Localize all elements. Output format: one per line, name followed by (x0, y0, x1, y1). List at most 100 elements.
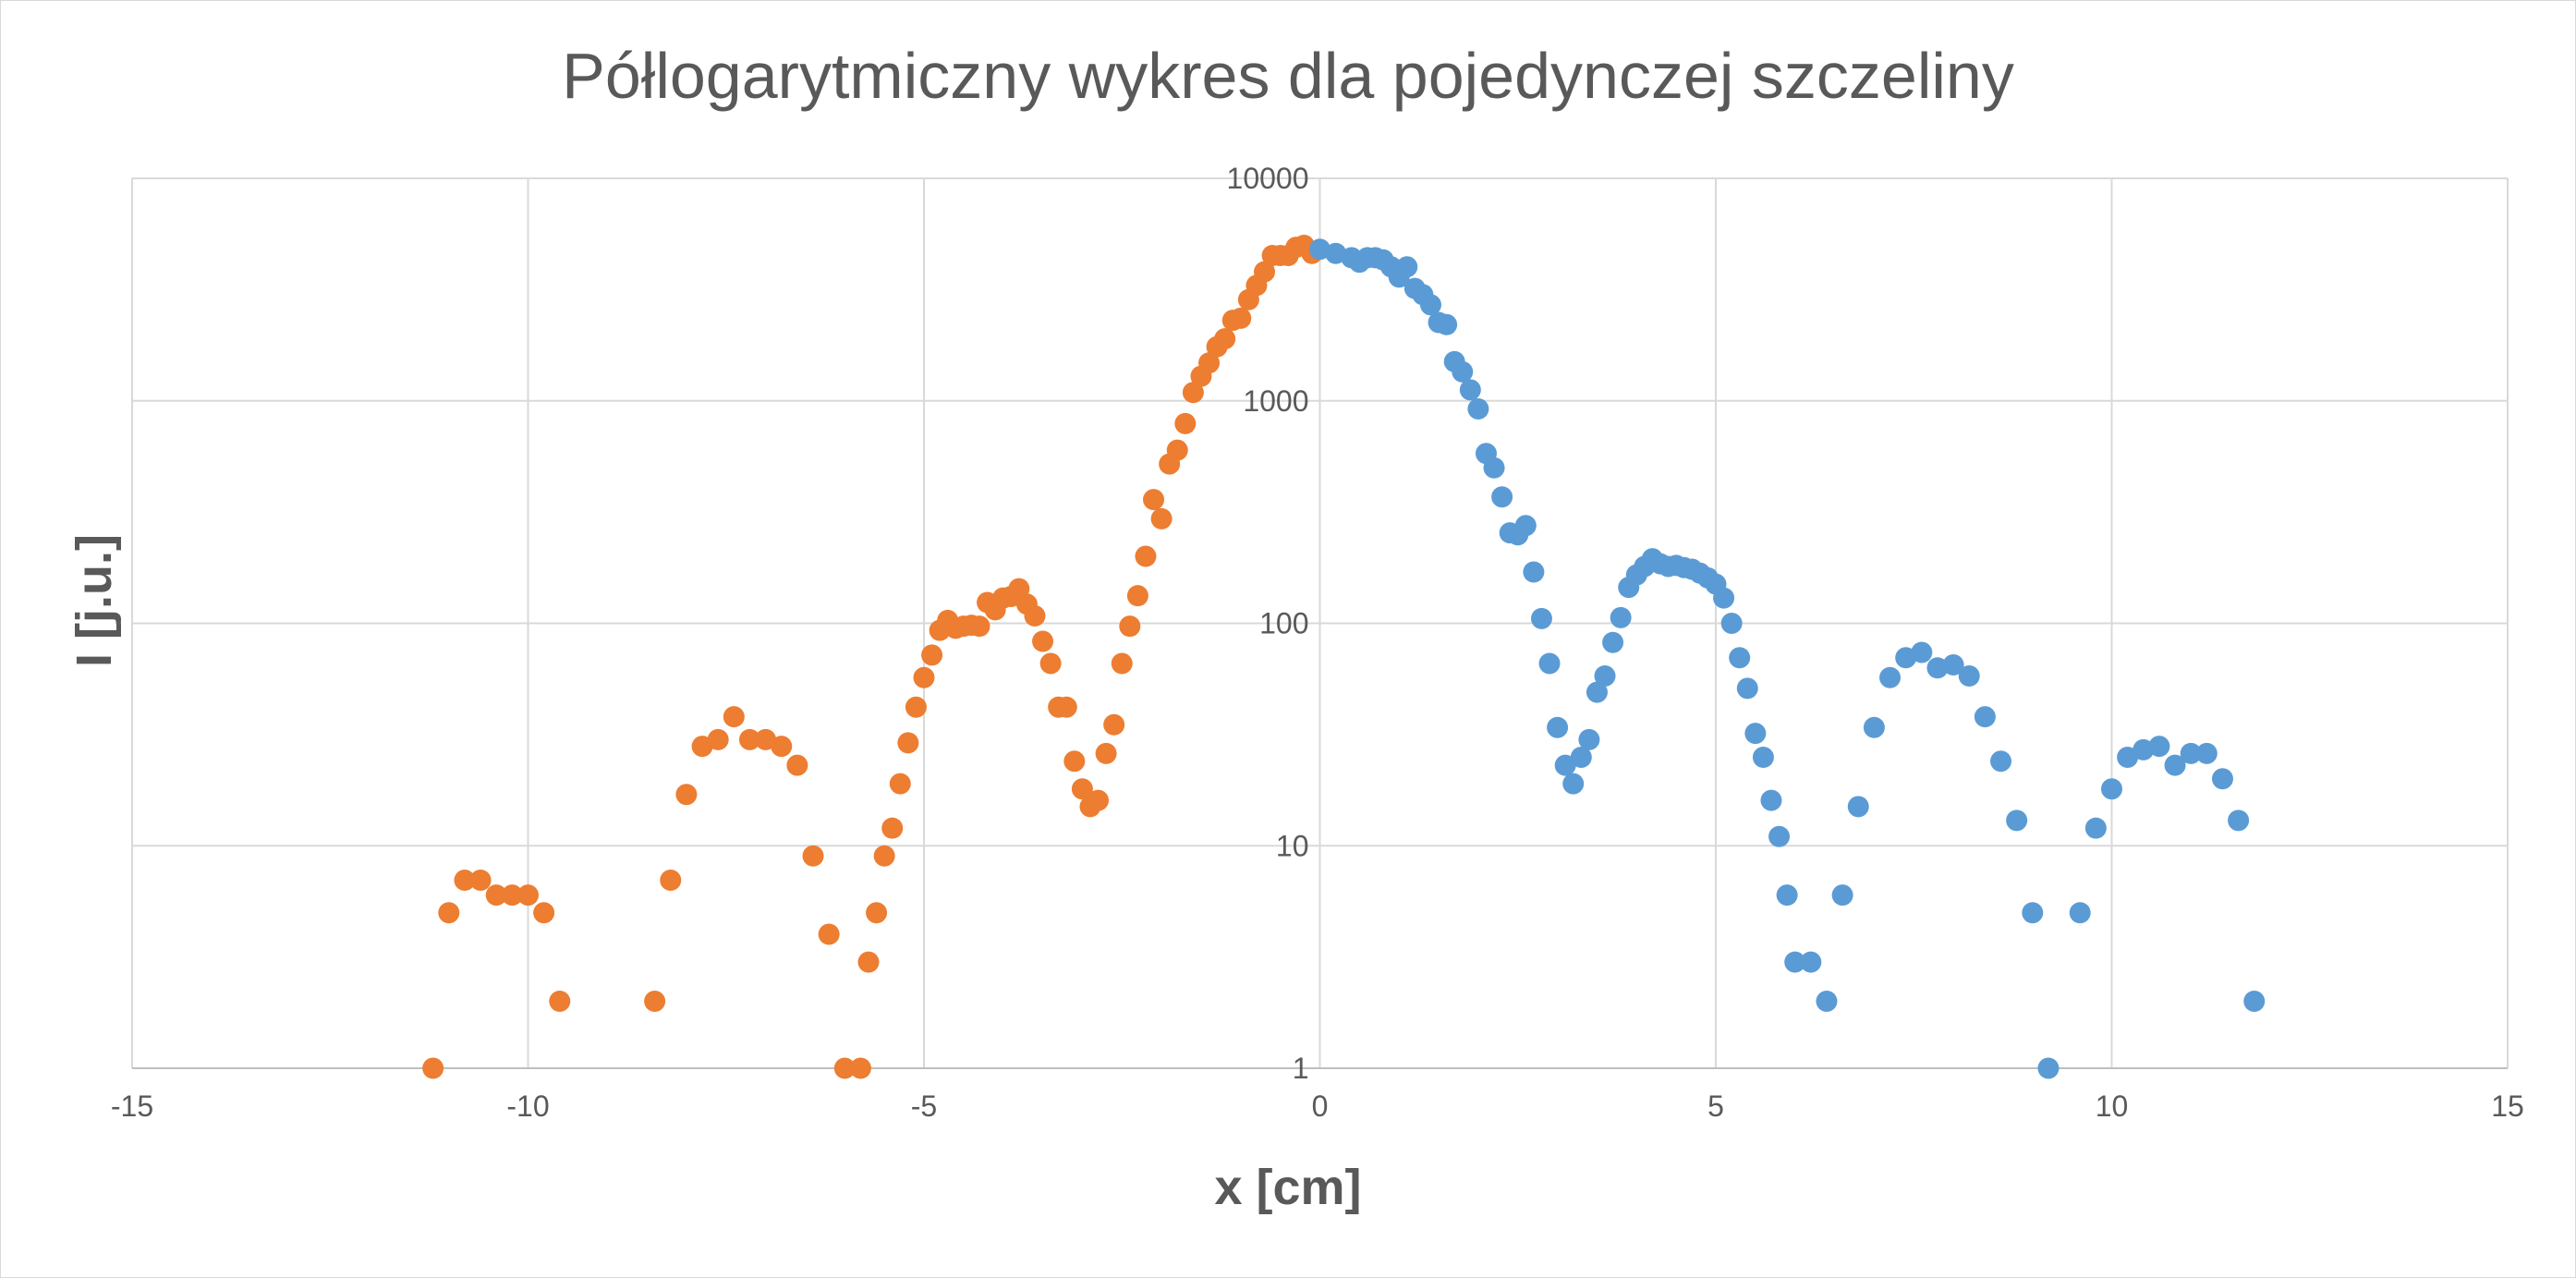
data-point-orange (1182, 382, 1204, 404)
data-point-blue (1879, 666, 1902, 688)
data-point-blue (1784, 951, 1806, 973)
data-point-blue (2006, 809, 2028, 832)
data-point-blue (1816, 991, 1838, 1013)
data-point-orange (873, 845, 895, 867)
chart-title: Półlogarytmiczny wykres dla pojedynczej … (562, 40, 2014, 112)
data-point-blue (1800, 951, 1822, 973)
data-point-orange (723, 706, 745, 728)
data-point-blue (2101, 778, 2122, 800)
data-point-orange (857, 951, 880, 973)
data-point-blue (1974, 706, 1996, 728)
data-point-orange (438, 902, 460, 924)
data-point-orange (866, 902, 888, 924)
x-tick-label: -5 (911, 1089, 937, 1123)
data-point-orange (1063, 750, 1086, 773)
data-point-orange (485, 884, 507, 907)
data-point-blue (1942, 654, 1964, 676)
data-point-orange (660, 870, 682, 892)
tick-labels-layer: -15 -10 -5 0 5 10 15 1 10 100 1000 10000 (111, 162, 2524, 1123)
data-point-blue (1419, 294, 1441, 316)
data-point-blue (1760, 789, 1782, 811)
data-point-orange (517, 884, 539, 907)
data-point-blue (1926, 657, 1949, 679)
data-point-orange (771, 736, 793, 758)
data-point-blue (2117, 746, 2139, 768)
data-point-blue (1713, 587, 1735, 609)
x-tick-label: -10 (506, 1089, 549, 1123)
data-point-blue (1729, 647, 1751, 669)
data-point-orange (802, 845, 824, 867)
data-point-blue (1736, 677, 1758, 700)
data-point-blue (1452, 360, 1474, 383)
data-point-orange (1150, 507, 1173, 529)
data-point-blue (1547, 716, 1569, 738)
data-point-orange (818, 923, 840, 945)
y-tick-label: 1000 (1243, 384, 1308, 418)
data-point-blue (2195, 742, 2218, 764)
data-point-orange (889, 773, 911, 795)
data-point-orange (1254, 261, 1276, 283)
data-point-orange (1032, 630, 1054, 652)
data-point-orange (738, 728, 760, 750)
data-point-orange (833, 1057, 856, 1079)
data-point-blue (1554, 754, 1576, 776)
data-point-blue (1578, 728, 1600, 750)
data-point-blue (1720, 613, 1743, 634)
data-point-orange (454, 870, 476, 892)
data-point-blue (1586, 681, 1608, 703)
data-point-blue (2037, 1057, 2060, 1079)
data-point-orange (1071, 778, 1093, 800)
data-points-layer (422, 234, 2266, 1079)
data-point-orange (549, 991, 571, 1013)
data-point-blue (1459, 379, 1481, 401)
data-point-blue (1602, 631, 1624, 653)
y-tick-label: 100 (1259, 607, 1308, 640)
data-point-blue (1538, 652, 1561, 675)
x-axis-label: x [cm] (1214, 1160, 1362, 1215)
data-point-blue (1831, 884, 1853, 907)
data-point-blue (1530, 607, 1552, 629)
data-point-orange (1126, 585, 1148, 607)
data-point-orange (533, 902, 555, 924)
data-point-blue (1990, 750, 2012, 773)
data-point-orange (1174, 412, 1197, 434)
data-point-blue (1768, 825, 1791, 847)
data-point-orange (968, 615, 990, 638)
data-point-blue (2228, 809, 2250, 832)
data-point-blue (1562, 773, 1585, 795)
data-point-orange (675, 784, 698, 806)
data-point-blue (2084, 817, 2107, 839)
data-point-orange (1214, 328, 1236, 350)
data-point-orange (881, 817, 904, 839)
data-point-orange (469, 870, 492, 892)
data-point-blue (1752, 746, 1774, 768)
data-point-orange (1095, 742, 1117, 764)
y-tick-label: 10 (1276, 829, 1309, 862)
data-point-orange (1111, 652, 1133, 675)
data-point-blue (1523, 561, 1545, 583)
data-point-blue (1911, 641, 1933, 663)
x-tick-label: 15 (2491, 1089, 2524, 1123)
data-point-orange (1103, 713, 1125, 736)
data-point-orange (897, 732, 919, 754)
data-point-blue (2180, 742, 2202, 764)
data-point-blue (2243, 991, 2266, 1013)
data-point-orange (1166, 439, 1188, 461)
data-point-blue (2022, 902, 2044, 924)
data-point-blue (1396, 256, 1418, 278)
data-point-orange (1024, 604, 1046, 627)
data-point-orange (1143, 489, 1165, 511)
data-point-blue (1594, 664, 1616, 687)
data-point-orange (707, 728, 729, 750)
data-point-orange (1088, 789, 1110, 811)
data-point-orange (1039, 652, 1062, 675)
data-point-orange (422, 1057, 444, 1079)
data-point-blue (2148, 736, 2170, 758)
x-tick-label: 0 (1312, 1089, 1329, 1123)
data-point-blue (2211, 768, 2233, 790)
data-point-blue (1863, 716, 1885, 738)
y-tick-label: 10000 (1227, 162, 1309, 195)
data-point-orange (849, 1057, 871, 1079)
data-point-orange (501, 884, 523, 907)
x-tick-label: 10 (2096, 1089, 2129, 1123)
